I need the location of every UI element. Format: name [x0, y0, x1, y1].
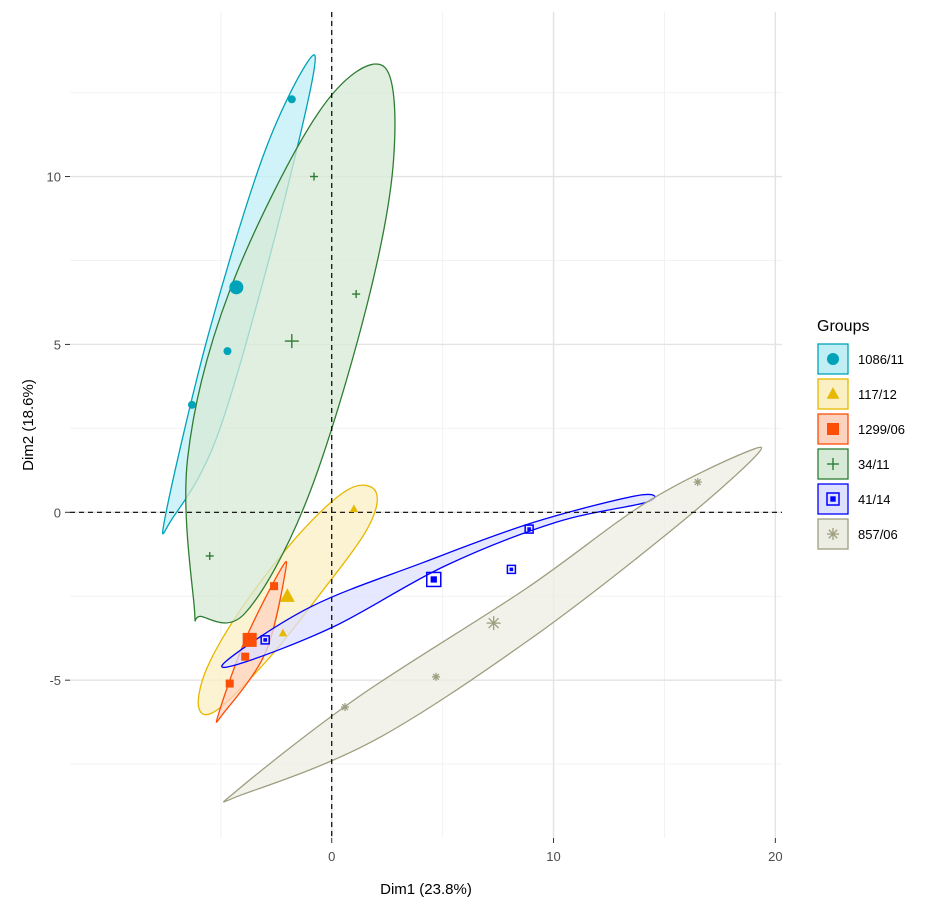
point-41-14	[524, 524, 534, 534]
legend-marker-1299-06	[827, 423, 839, 435]
y-tick-label: 5	[54, 337, 61, 352]
point-1299-06	[270, 582, 279, 591]
y-tick-label: -5	[49, 673, 61, 688]
legend-marker-1086-11	[827, 353, 839, 365]
centroid-41-14	[426, 571, 442, 588]
x-tick-label: 10	[546, 849, 560, 864]
x-tick-label: 0	[328, 849, 335, 864]
point-1086-11	[187, 400, 196, 409]
legend-item-1299-06: 1299/06	[817, 413, 905, 445]
legend-label-1299-06: 1299/06	[858, 422, 905, 437]
reference-lines	[70, 12, 782, 838]
y-tick-label: 10	[47, 170, 61, 185]
centroid-1086-11	[229, 280, 244, 295]
data-points	[187, 95, 702, 712]
y-axis-title: Dim2 (18.6%)	[20, 379, 37, 471]
legend-label-117-12: 117/12	[858, 387, 897, 402]
legend-title: Groups	[817, 318, 869, 335]
point-1299-06	[225, 679, 234, 688]
legend-label-857-06: 857/06	[858, 527, 898, 542]
legend-marker-117-12	[826, 387, 840, 399]
point-41-14	[506, 564, 517, 575]
point-1086-11	[287, 95, 296, 104]
axis-ticks: 0 10 20 -5 0 5 10	[47, 170, 783, 864]
point-117-12	[278, 628, 288, 637]
legend-marker-41-14	[826, 492, 840, 506]
legend: Groups 1086/11 117/12 1299/06 34/11 41/14 857…	[817, 318, 905, 550]
point-34-11	[205, 551, 214, 560]
legend-item-117-12: 117/12	[817, 378, 897, 410]
point-34-11	[309, 172, 318, 181]
legend-item-41-14: 41/14	[817, 483, 891, 515]
centroid-34-11	[284, 334, 299, 349]
x-tick-label: 20	[768, 849, 782, 864]
legend-key-1086-11	[817, 343, 849, 375]
legend-label-1086-11: 1086/11	[858, 352, 904, 367]
x-axis-title: Dim1 (23.8%)	[380, 881, 472, 898]
point-117-12	[349, 504, 359, 513]
plot-panel	[70, 12, 782, 838]
point-857-06	[693, 478, 702, 487]
centroid-1299-06	[242, 632, 257, 647]
y-tick-label: 0	[54, 505, 61, 520]
legend-item-34-11: 34/11	[817, 448, 890, 480]
point-1299-06	[241, 652, 250, 661]
legend-marker-857-06	[827, 528, 839, 540]
point-1086-11	[223, 347, 232, 356]
legend-item-857-06: 857/06	[817, 518, 898, 550]
point-857-06	[341, 703, 350, 712]
legend-label-41-14: 41/14	[858, 492, 891, 507]
point-857-06	[431, 672, 440, 681]
legend-label-34-11: 34/11	[858, 457, 890, 472]
ellipse-34-11	[185, 63, 396, 624]
centroid-857-06	[486, 616, 501, 631]
legend-marker-34-11	[827, 458, 839, 470]
legend-item-1086-11: 1086/11	[817, 343, 904, 375]
point-34-11	[352, 290, 361, 299]
centroid-117-12	[280, 588, 295, 602]
point-41-14	[260, 635, 270, 645]
